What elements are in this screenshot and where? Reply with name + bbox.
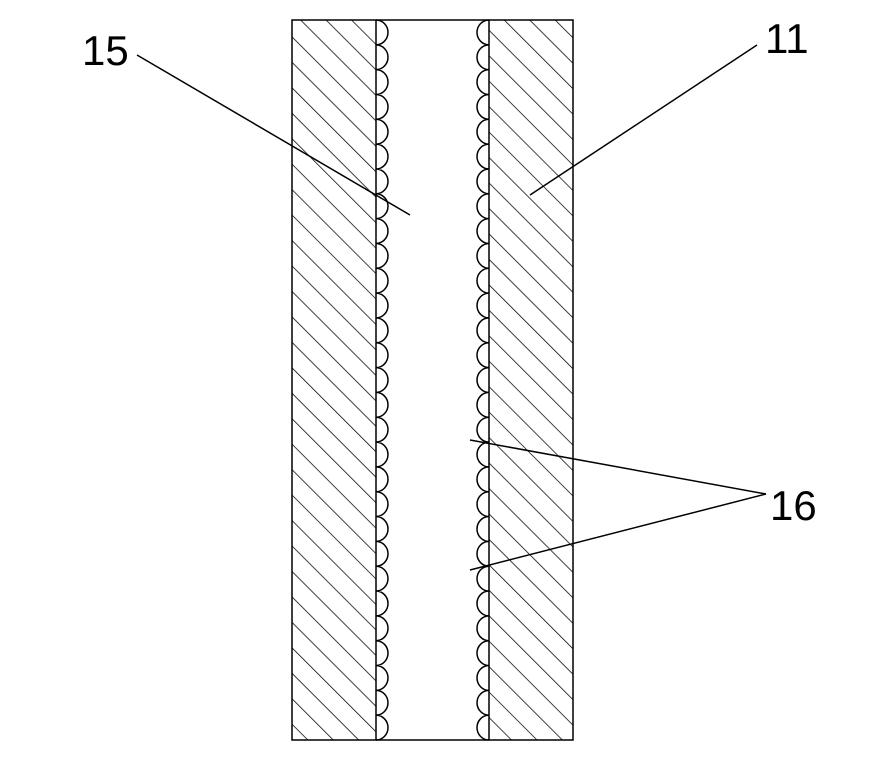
label-15: 15 [82,27,129,74]
right-wall-hatching [489,20,573,740]
right-bumps [477,20,489,740]
label-11: 11 [765,15,809,62]
left-wall-hatching [292,20,376,740]
label-16: 16 [770,482,817,529]
left-bumps [376,20,388,740]
